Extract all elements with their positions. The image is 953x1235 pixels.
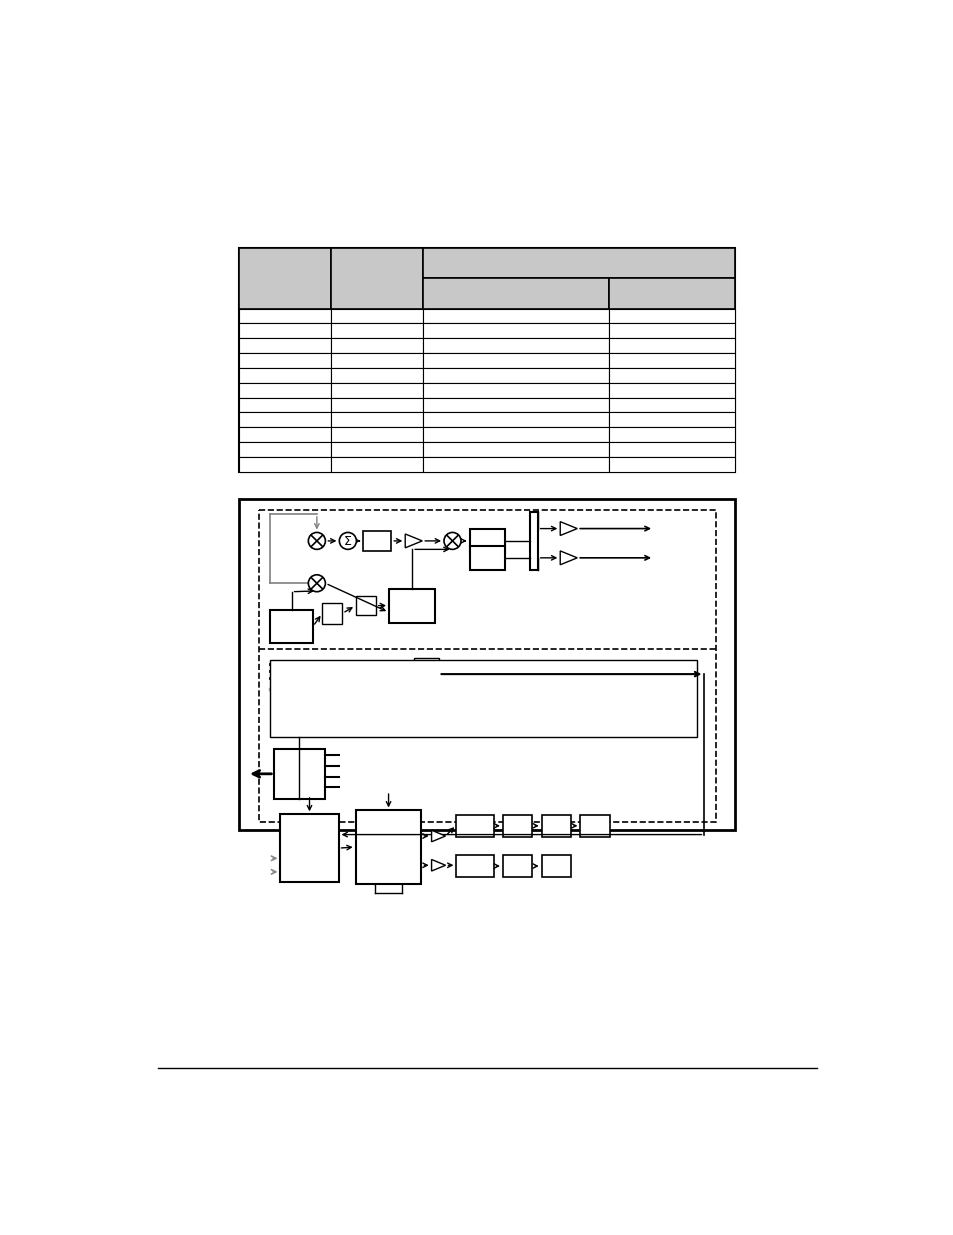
Bar [530, 511, 537, 571]
Bar [608, 278, 735, 309]
Bar [331, 353, 422, 368]
Bar [331, 398, 422, 412]
Bar [355, 597, 375, 615]
Bar [239, 427, 331, 442]
Bar [456, 815, 493, 836]
Bar [239, 248, 331, 309]
Bar [469, 546, 505, 571]
Bar [389, 589, 435, 622]
Bar [422, 398, 608, 412]
Polygon shape [431, 830, 445, 842]
Bar [608, 309, 735, 324]
Bar [608, 324, 735, 338]
Bar [355, 810, 421, 883]
Bar [422, 338, 608, 353]
Bar [239, 309, 331, 324]
Bar [608, 412, 735, 427]
Bar [422, 457, 608, 472]
Bar [608, 442, 735, 457]
Bar [422, 427, 608, 442]
Polygon shape [431, 860, 445, 871]
Bar [331, 383, 422, 398]
Bar [422, 248, 735, 278]
Bar [258, 510, 716, 823]
Bar [363, 531, 391, 551]
Bar [239, 457, 331, 472]
Polygon shape [559, 551, 577, 564]
Bar [331, 324, 422, 338]
Circle shape [443, 532, 460, 550]
Bar [239, 499, 735, 830]
Circle shape [308, 532, 325, 550]
Bar [422, 412, 608, 427]
Bar [322, 603, 342, 624]
Bar [502, 856, 532, 877]
Bar [239, 338, 331, 353]
Bar [579, 815, 609, 836]
Bar [239, 248, 735, 472]
Bar [422, 278, 608, 309]
Bar [502, 815, 532, 836]
Bar [422, 368, 608, 383]
Bar [422, 324, 608, 338]
Bar [331, 309, 422, 324]
Bar [331, 427, 422, 442]
Bar [270, 661, 696, 737]
Bar [422, 353, 608, 368]
Bar [608, 368, 735, 383]
Bar [608, 353, 735, 368]
Text: $\Sigma$: $\Sigma$ [343, 535, 352, 548]
Bar [456, 856, 493, 877]
Bar [239, 324, 331, 338]
Bar [239, 383, 331, 398]
Bar [422, 383, 608, 398]
Bar [331, 368, 422, 383]
Bar [270, 610, 313, 642]
Bar [239, 353, 331, 368]
Polygon shape [405, 534, 422, 548]
Bar [608, 338, 735, 353]
Bar [422, 442, 608, 457]
Bar [274, 748, 324, 799]
Bar [469, 529, 505, 553]
Bar [331, 338, 422, 353]
Bar [608, 427, 735, 442]
Bar [239, 368, 331, 383]
Bar [239, 398, 331, 412]
Bar [331, 442, 422, 457]
Bar [239, 412, 331, 427]
Bar [239, 442, 331, 457]
Circle shape [308, 574, 325, 592]
Bar [541, 856, 571, 877]
Bar [608, 383, 735, 398]
Bar [331, 412, 422, 427]
Circle shape [339, 532, 356, 550]
Bar [414, 658, 438, 690]
Bar [608, 398, 735, 412]
Bar [280, 814, 338, 882]
Bar [422, 309, 608, 324]
Polygon shape [559, 521, 577, 536]
Bar [608, 457, 735, 472]
Bar [331, 248, 422, 309]
Bar [331, 457, 422, 472]
Bar [541, 815, 571, 836]
